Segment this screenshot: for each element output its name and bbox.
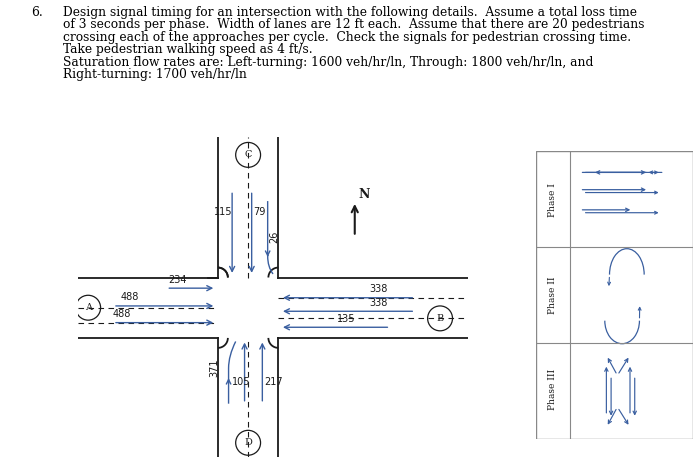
FancyBboxPatch shape [536,151,693,439]
Text: N: N [358,188,370,201]
Text: 79: 79 [253,207,266,217]
Text: 26: 26 [270,230,279,243]
Text: Design signal timing for an intersection with the following details.  Assume a t: Design signal timing for an intersection… [63,6,637,19]
Text: 338: 338 [369,284,387,294]
Text: A: A [85,303,92,312]
Text: B: B [436,314,444,323]
Text: Phase II: Phase II [548,276,557,314]
Text: Phase I: Phase I [548,183,557,217]
Text: Right-turning: 1700 veh/hr/ln: Right-turning: 1700 veh/hr/ln [63,68,247,81]
Circle shape [236,430,260,455]
Text: 217: 217 [264,377,283,388]
Text: 488: 488 [113,309,132,319]
Text: Saturation flow rates are: Left-turning: 1600 veh/hr/ln, Through: 1800 veh/hr/ln: Saturation flow rates are: Left-turning:… [63,56,594,69]
Text: of 3 seconds per phase.  Width of lanes are 12 ft each.  Assume that there are 2: of 3 seconds per phase. Width of lanes a… [63,18,645,31]
Text: 115: 115 [214,207,233,217]
Text: 135: 135 [337,314,356,324]
Text: crossing each of the approaches per cycle.  Check the signals for pedestrian cro: crossing each of the approaches per cycl… [63,31,631,44]
Text: 105: 105 [232,377,251,388]
Text: C: C [244,150,252,159]
Circle shape [236,143,260,167]
Text: 488: 488 [120,292,139,303]
Text: 6.: 6. [32,6,43,19]
Text: Take pedestrian walking speed as 4 ft/s.: Take pedestrian walking speed as 4 ft/s. [63,43,313,56]
Text: 234: 234 [168,275,187,285]
Text: 371: 371 [209,359,219,377]
Circle shape [76,295,101,320]
Text: D: D [244,438,252,447]
Circle shape [428,306,452,331]
Text: Phase III: Phase III [548,369,557,410]
Text: 338: 338 [369,298,387,308]
